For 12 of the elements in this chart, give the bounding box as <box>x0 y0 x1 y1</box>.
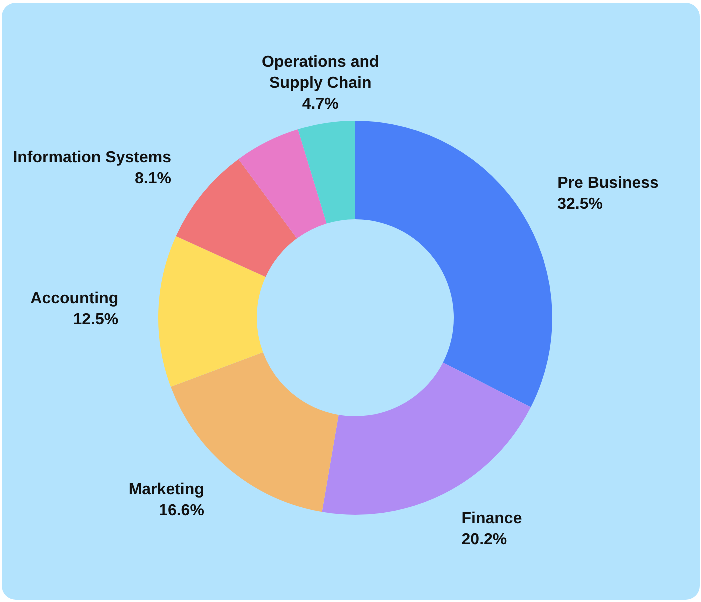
slice-label: Information Systems <box>13 150 172 167</box>
slice-label: Pre Business <box>558 175 660 192</box>
slice-label: Marketing <box>128 482 204 499</box>
slice-label: Operations and Supply Chain <box>262 54 380 92</box>
data-label: 16.6% <box>159 502 204 520</box>
data-label: 4.7% <box>302 96 339 113</box>
data-label: 20.2% <box>462 532 508 549</box>
slice-label: Accounting <box>30 290 119 308</box>
data-label: 32.5% <box>558 196 603 214</box>
slice-label: Finance <box>462 510 522 528</box>
data-label: 12.5% <box>73 312 119 329</box>
data-label: 8.1% <box>135 170 172 188</box>
